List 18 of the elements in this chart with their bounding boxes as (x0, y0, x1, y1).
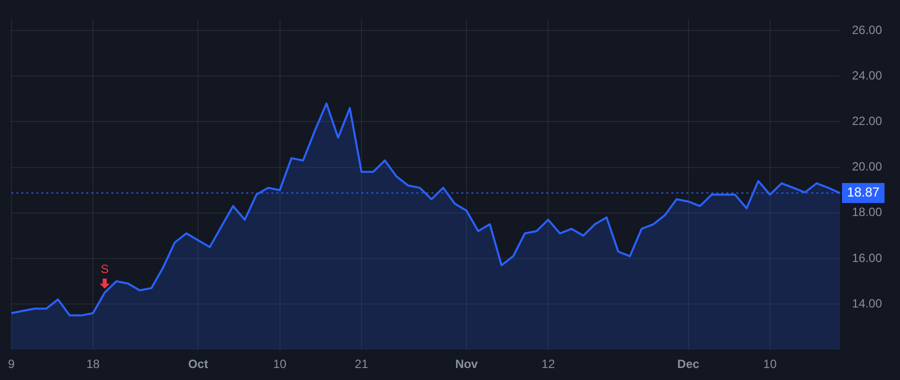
x-tick-label: 10 (273, 357, 287, 372)
y-tick-label: 26.00 (852, 22, 882, 37)
y-tick-label: 16.00 (852, 250, 882, 265)
x-tick-label: 12 (542, 357, 556, 372)
y-tick-label: 18.00 (852, 205, 882, 220)
ref-line-label: 18.87 (847, 184, 880, 200)
y-tick-label: 20.00 (852, 160, 882, 174)
x-tick-label: Nov (455, 357, 478, 372)
y-tick-label: 24.00 (852, 68, 882, 82)
annotation: S (100, 262, 109, 276)
x-tick-label: Oct (188, 357, 208, 372)
x-tick-label: 21 (354, 357, 368, 372)
y-tick-label: 22.00 (852, 114, 882, 128)
x-tick-label: 9 (8, 357, 15, 372)
x-tick-label: Dec (677, 357, 700, 372)
x-tick-label: 10 (763, 357, 777, 372)
x-tick-label: 18 (86, 357, 100, 372)
y-tick-label: 14.00 (852, 296, 882, 310)
